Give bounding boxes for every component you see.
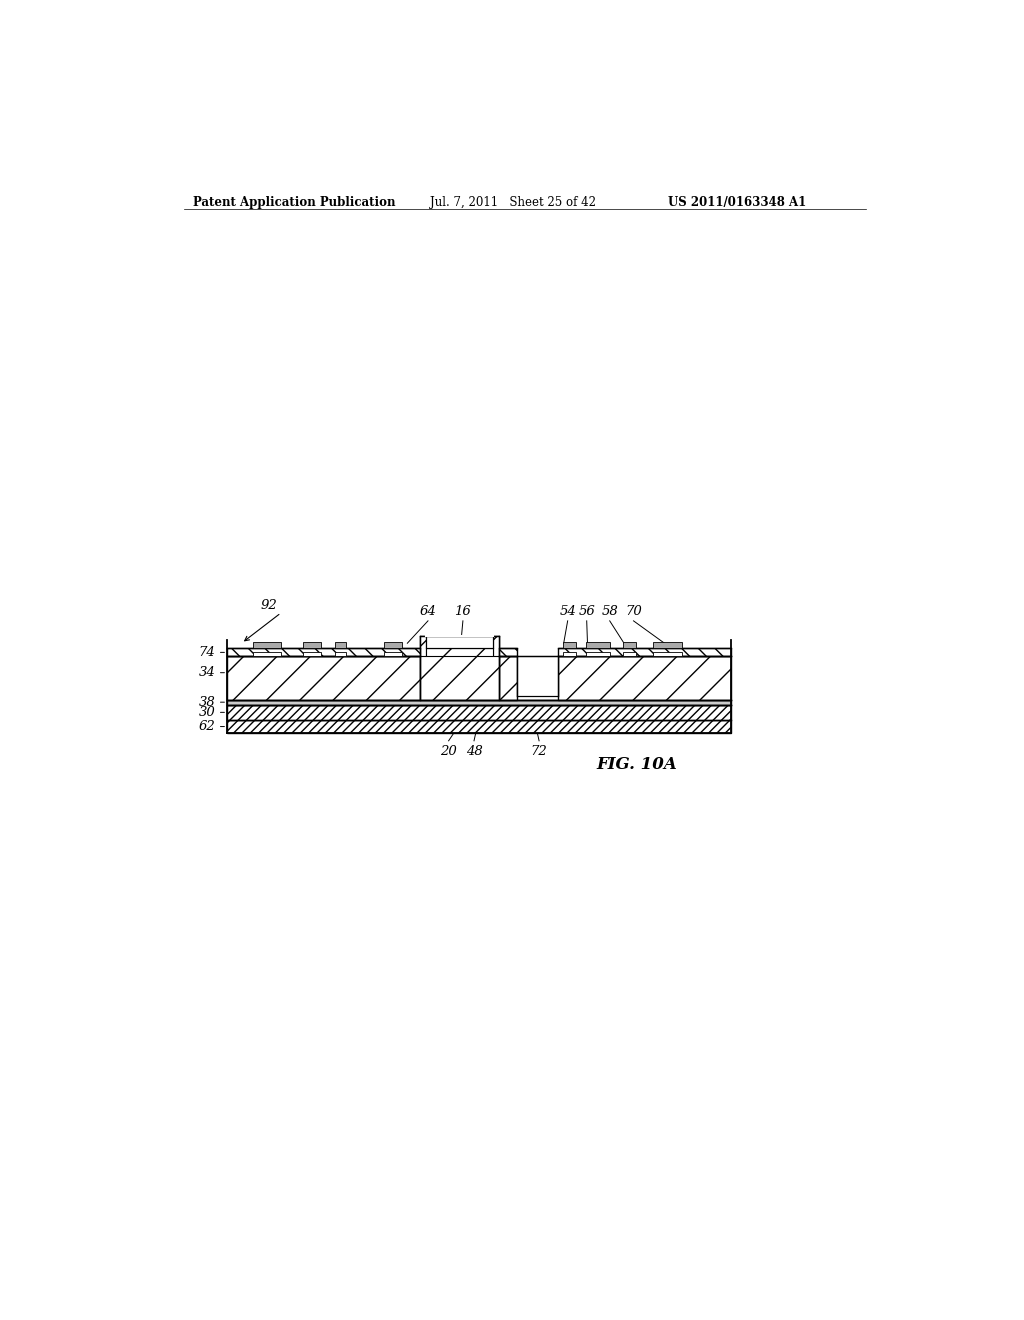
Bar — [563, 652, 575, 656]
Bar — [500, 656, 517, 700]
Bar — [384, 652, 401, 656]
Bar — [426, 636, 494, 648]
Bar — [227, 648, 420, 656]
Bar — [227, 721, 731, 733]
Text: 70: 70 — [625, 605, 642, 618]
Bar — [420, 636, 500, 700]
Text: Jul. 7, 2011   Sheet 25 of 42: Jul. 7, 2011 Sheet 25 of 42 — [430, 195, 596, 209]
Bar — [653, 652, 682, 656]
Bar — [420, 636, 426, 656]
Text: US 2011/0163348 A1: US 2011/0163348 A1 — [668, 195, 806, 209]
Bar — [558, 656, 731, 700]
Bar — [494, 636, 500, 656]
Bar — [335, 643, 346, 648]
Bar — [335, 652, 346, 656]
Text: 92: 92 — [260, 599, 278, 612]
Bar — [624, 643, 636, 648]
Text: 72: 72 — [530, 744, 548, 758]
Bar — [227, 705, 731, 721]
Bar — [426, 648, 494, 656]
Bar — [227, 656, 420, 700]
Text: 58: 58 — [601, 605, 618, 618]
Bar — [384, 643, 401, 648]
Bar — [586, 652, 609, 656]
Text: 56: 56 — [579, 605, 595, 618]
Bar — [303, 643, 321, 648]
Bar — [653, 643, 682, 648]
Text: 38: 38 — [199, 696, 215, 709]
Text: Patent Application Publication: Patent Application Publication — [194, 195, 395, 209]
Text: 54: 54 — [559, 605, 577, 618]
Text: 62: 62 — [199, 721, 215, 733]
Text: 74: 74 — [199, 645, 215, 659]
Text: 34: 34 — [199, 667, 215, 680]
Bar — [500, 648, 517, 656]
Text: 16: 16 — [455, 605, 471, 618]
Text: 20: 20 — [440, 744, 457, 758]
Text: 64: 64 — [420, 605, 436, 618]
Bar — [586, 643, 609, 648]
Text: FIG. 10A: FIG. 10A — [596, 755, 677, 772]
Bar — [517, 656, 558, 696]
Bar — [227, 700, 731, 705]
Bar — [563, 643, 575, 648]
Text: 48: 48 — [466, 744, 482, 758]
Bar — [558, 648, 731, 656]
Bar — [253, 643, 282, 648]
Text: 30: 30 — [199, 706, 215, 719]
Bar — [253, 652, 282, 656]
Bar — [624, 652, 636, 656]
Bar — [303, 652, 321, 656]
